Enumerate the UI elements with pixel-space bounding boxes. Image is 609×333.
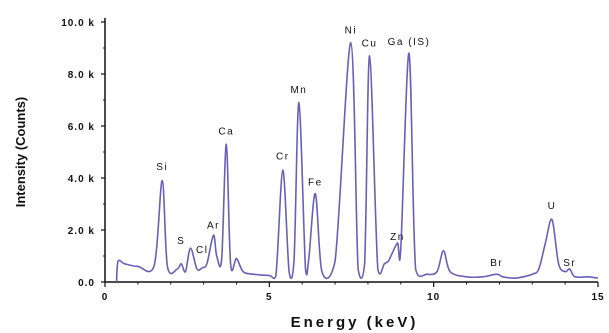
y-tick-label: 8.0 k [68,70,95,81]
x-axis-ticks: 0 5 10 15 [102,282,604,303]
peak-label: Ar [207,220,220,231]
peak-label: U [548,201,557,212]
peak-label: Fe [308,177,323,188]
x-tick-label: 0 [102,292,109,303]
peak-label: Br [490,258,503,269]
peak-label: Zn [390,232,405,243]
peak-label: Cl [196,245,208,256]
peak-label: Si [156,162,168,173]
peak-label: Mn [290,85,307,96]
peak-label: S [177,236,185,247]
peak-label: Sr [563,258,576,269]
plot-area [104,18,598,283]
x-axis-title: Energy (keV) [291,314,419,331]
x-tick-label: 15 [591,292,604,303]
x-tick-label: 5 [266,292,273,303]
peak-labels: Si S Cl Ar Ca Cr Mn Fe Ni Cu Zn Ga (IS) Br U Sr [156,25,576,269]
x-tick-label: 10 [427,292,440,303]
peak-label: Ca [218,127,234,138]
y-tick-label: 2.0 k [68,226,95,237]
spectrum-series-line [115,41,599,283]
y-axis-ticks: 0.0 2.0 k 4.0 k 6.0 k 8.0 k 10.0 k [61,18,105,289]
peak-label: Cr [276,151,290,162]
y-axis-title: Intensity (Counts) [13,97,28,208]
y-tick-label: 6.0 k [68,122,95,133]
peak-label: Ga (IS) [388,37,431,48]
y-tick-label: 4.0 k [68,174,95,185]
peak-label: Ni [345,25,357,36]
y-tick-label: 0.0 [78,278,95,289]
peak-label: Cu [362,38,378,49]
y-tick-label: 10.0 k [61,18,95,29]
